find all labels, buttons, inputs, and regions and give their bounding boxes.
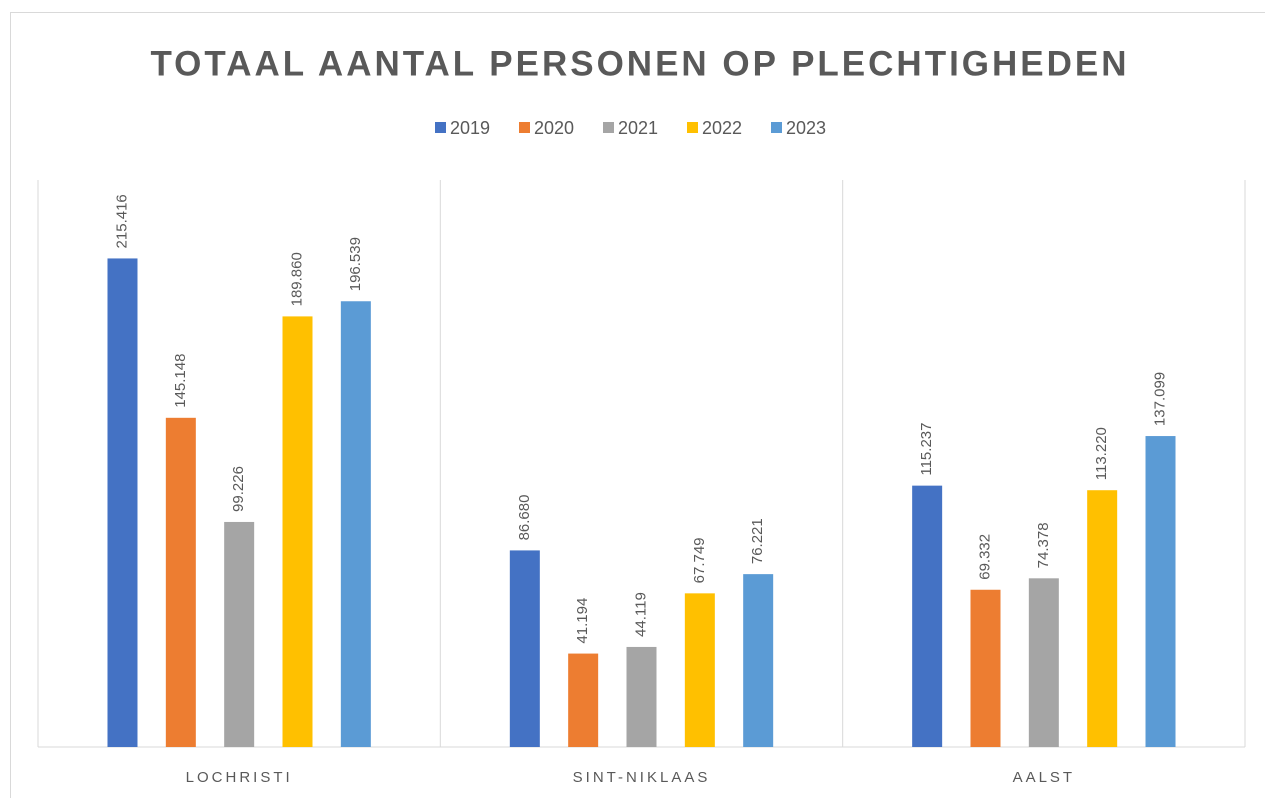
- bar: [165, 417, 196, 747]
- legend-swatch: [519, 122, 530, 133]
- data-label: 41.194: [574, 598, 591, 644]
- legend-label: 2022: [702, 118, 742, 138]
- legend-swatch: [771, 122, 782, 133]
- bar: [509, 550, 540, 747]
- data-label: 44.119: [632, 592, 649, 637]
- bar: [224, 521, 255, 747]
- legend-swatch: [603, 122, 614, 133]
- x-tick-label: LOCHRISTI: [186, 769, 293, 786]
- data-label: 113.220: [1093, 427, 1110, 480]
- data-label: 115.237: [918, 423, 935, 476]
- data-label: 67.749: [691, 537, 708, 583]
- x-tick-label: SINT-NIKLAAS: [573, 769, 711, 786]
- legend-label: 2020: [534, 118, 574, 138]
- bar: [340, 301, 371, 747]
- data-label: 74.378: [1035, 522, 1052, 568]
- data-label: 145.148: [172, 354, 189, 408]
- data-label: 196.539: [347, 237, 364, 291]
- legend-label: 2023: [786, 118, 826, 138]
- bar: [912, 485, 943, 747]
- bar: [282, 316, 313, 747]
- x-tick-label: AALST: [1013, 769, 1076, 786]
- data-label: 137.099: [1151, 372, 1168, 426]
- chart-frame: [10, 12, 1265, 798]
- bar: [970, 589, 1001, 747]
- data-label: 76.221: [749, 518, 766, 564]
- bar: [743, 574, 774, 747]
- bar: [107, 258, 138, 747]
- legend-swatch: [435, 122, 446, 133]
- bar: [684, 593, 715, 747]
- data-label: 86.680: [516, 495, 533, 541]
- bar: [1145, 436, 1176, 747]
- legend-label: 2021: [618, 118, 658, 138]
- bar: [568, 653, 599, 747]
- bar: [1087, 490, 1118, 747]
- data-label: 215.416: [113, 194, 130, 248]
- legend-swatch: [687, 122, 698, 133]
- bar: [1028, 578, 1059, 747]
- legend-label: 2019: [450, 118, 490, 138]
- chart-title: TOTAAL AANTAL PERSONEN OP PLECHTIGHEDEN: [150, 44, 1129, 83]
- data-label: 99.226: [230, 466, 247, 512]
- bar: [626, 646, 657, 747]
- data-label: 189.860: [288, 252, 305, 306]
- data-label: 69.332: [976, 534, 993, 580]
